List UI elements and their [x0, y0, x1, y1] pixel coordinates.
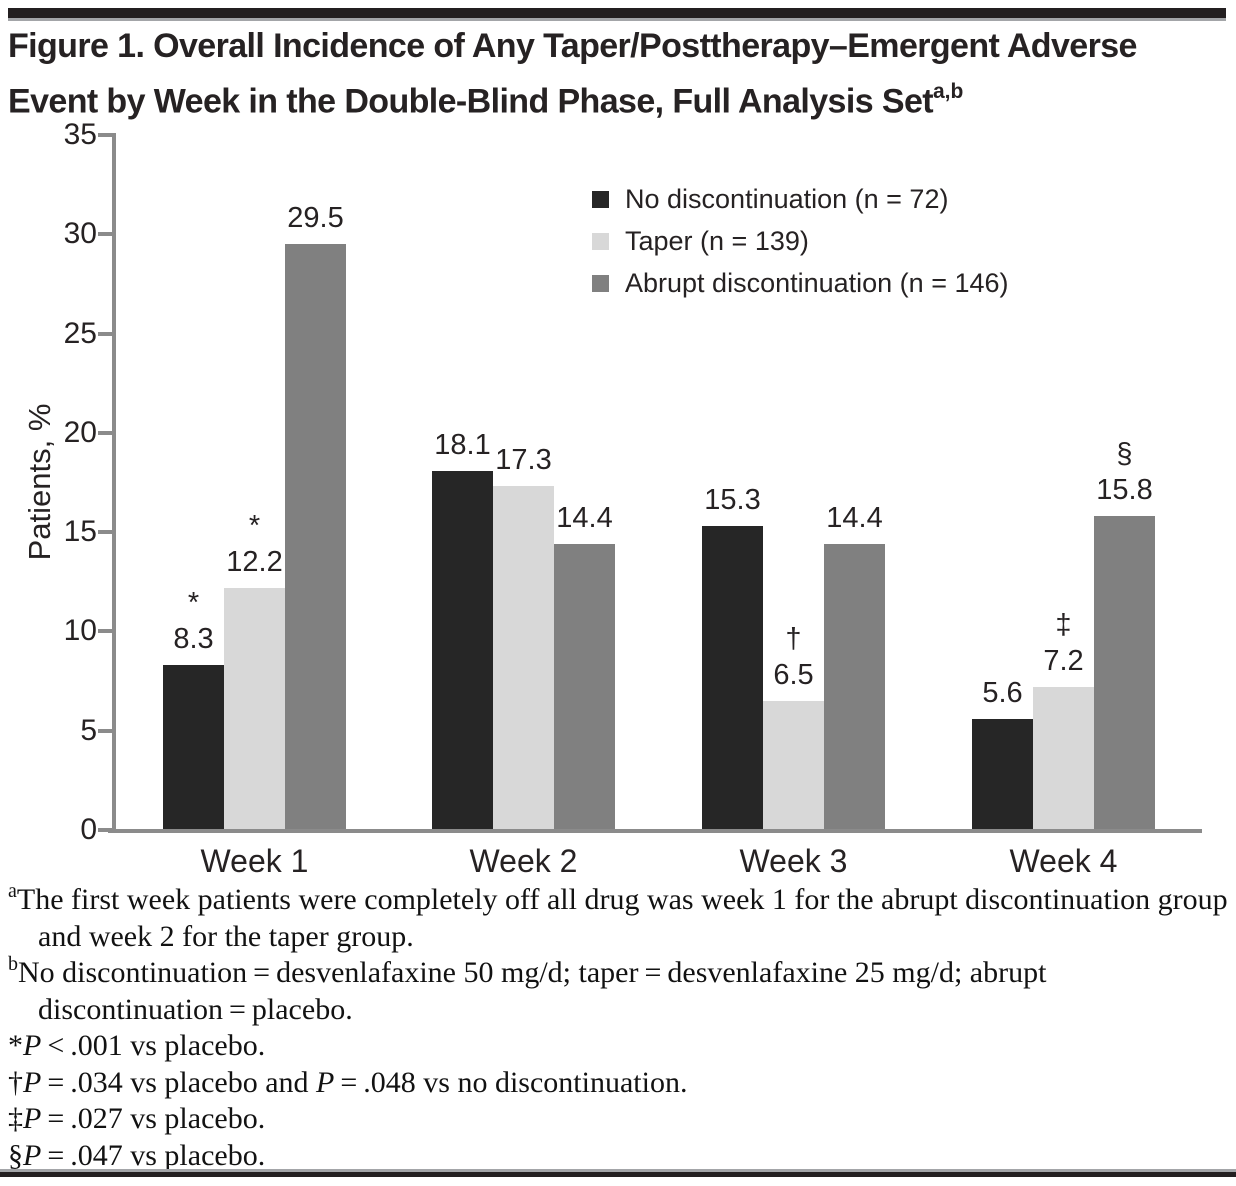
y-axis-title: Patients, % — [22, 403, 57, 561]
footnote-text: = .034 vs placebo and — [41, 1065, 317, 1099]
bar-week4-no-discontinuation — [972, 718, 1033, 830]
bar-week2-taper — [493, 486, 554, 830]
footnote-marker: b — [8, 953, 18, 975]
legend: No discontinuation (n = 72) Taper (n = 13… — [592, 178, 1009, 304]
y-tick — [98, 430, 112, 435]
bar-value-week2-taper: 17.3 — [495, 444, 552, 477]
bar-week1-no-discontinuation — [163, 665, 224, 830]
y-tick — [98, 232, 112, 237]
figure-title-line1: Figure 1. Overall Incidence of Any Taper… — [8, 27, 1137, 65]
bar-value-week1-no-discontinuation: 8.3 — [173, 623, 214, 656]
legend-swatch-abrupt-discontinuation — [592, 274, 609, 292]
x-axis-line — [108, 829, 1202, 833]
footnote-marker: † — [8, 1065, 23, 1099]
bar-value-week3-taper: 6.5 — [773, 658, 814, 691]
legend-item-taper: Taper (n = 139) — [592, 220, 1009, 262]
footnote-a: aThe first week patients were completely… — [8, 880, 1230, 955]
bar-week2-no-discontinuation — [432, 470, 493, 830]
top-rule — [8, 8, 1226, 18]
footnote-text: < .001 vs placebo. — [41, 1029, 266, 1062]
figure-title: Figure 1. Overall Incidence of Any Taper… — [8, 22, 1232, 125]
figure-title-line2: Event by Week in the Double-Blind Phase,… — [8, 82, 934, 121]
y-axis-line — [112, 133, 116, 833]
footnote-text: No discontinuation = desvenlafaxine 50 m… — [18, 956, 1047, 1026]
footnote-text: The first week patients were completely … — [16, 883, 1228, 953]
bar-week3-taper — [763, 700, 824, 830]
y-tick — [98, 331, 112, 336]
top-rule-shadow — [8, 18, 1226, 21]
bar-value-week4-abrupt-discontinuation: 15.8 — [1096, 474, 1153, 507]
footnote-italic-text: P — [23, 1065, 42, 1099]
legend-swatch-no-discontinuation — [592, 190, 609, 208]
y-tick-label: 25 — [63, 316, 97, 350]
y-tick-label: 20 — [63, 415, 97, 449]
figure-title-superscript: a,b — [932, 80, 964, 103]
bar-week4-taper — [1033, 687, 1094, 830]
bar-value-week4-no-discontinuation: 5.6 — [982, 676, 1023, 709]
bar-value-week1-abrupt-discontinuation: 29.5 — [287, 202, 344, 235]
y-tick — [98, 530, 112, 535]
y-tick-label: 30 — [63, 217, 97, 251]
y-tick — [98, 828, 112, 832]
bar-week3-no-discontinuation — [702, 526, 763, 830]
bar-week1-taper — [224, 587, 285, 830]
footnote-italic-text: P — [316, 1065, 335, 1099]
footnotes: aThe first week patients were completely… — [8, 880, 1230, 1175]
legend-item-abrupt-discontinuation: Abrupt discontinuation (n = 146) — [592, 262, 1009, 304]
bar-value-week1-taper: 12.2 — [226, 545, 283, 578]
bar-value-week3-no-discontinuation: 15.3 — [704, 484, 761, 517]
footnote-asterisk: *P < .001 vs placebo. — [8, 1028, 1230, 1065]
footnote-italic-text: P — [23, 1029, 42, 1062]
y-tick — [98, 629, 112, 634]
bottom-rule — [0, 1172, 1236, 1177]
footnote-double-dagger: ‡P = .027 vs placebo. — [8, 1101, 1230, 1138]
x-category-label-week2: Week 2 — [469, 843, 578, 879]
x-category-label-week4: Week 4 — [1009, 843, 1118, 879]
legend-label: Abrupt discontinuation (n = 146) — [625, 267, 1009, 298]
significance-marker-week4-taper: ‡ — [1055, 609, 1072, 642]
significance-marker-week1-no-discontinuation: * — [187, 587, 200, 620]
y-tick-label: 35 — [63, 118, 97, 151]
footnote-italic-text: P — [23, 1138, 42, 1172]
x-category-label-week3: Week 3 — [739, 843, 848, 879]
footnote-section: §P = .047 vs placebo. — [8, 1138, 1230, 1175]
footnote-marker: ‡ — [8, 1102, 23, 1135]
significance-marker-week3-taper: † — [785, 622, 802, 655]
significance-marker-week1-taper: * — [248, 509, 261, 542]
y-tick-label: 10 — [63, 614, 97, 648]
bar-value-week3-abrupt-discontinuation: 14.4 — [826, 502, 883, 535]
legend-swatch-taper — [592, 232, 609, 250]
y-tick-label: 5 — [80, 713, 97, 747]
footnote-text: = .027 vs placebo. — [41, 1102, 266, 1135]
bar-value-week4-taper: 7.2 — [1043, 645, 1084, 678]
footnote-b: bNo discontinuation = desvenlafaxine 50 … — [8, 953, 1230, 1028]
y-tick-label: 15 — [63, 515, 97, 549]
footnote-text: = .048 vs no discontinuation. — [334, 1065, 688, 1099]
y-tick-label: 0 — [80, 813, 97, 846]
bar-week1-abrupt-discontinuation — [285, 244, 346, 830]
footnote-italic-text: P — [23, 1102, 42, 1135]
bar-value-week2-no-discontinuation: 18.1 — [434, 428, 491, 461]
x-category-label-week1: Week 1 — [200, 843, 309, 879]
footnote-marker: * — [8, 1029, 23, 1062]
legend-label: Taper (n = 139) — [625, 225, 809, 256]
significance-marker-week4-abrupt-discontinuation: § — [1116, 438, 1133, 471]
bottom-rule-shadow — [0, 1169, 1236, 1172]
footnote-text: = .047 vs placebo. — [41, 1138, 266, 1172]
legend-label: No discontinuation (n = 72) — [625, 183, 949, 214]
bar-week4-abrupt-discontinuation — [1094, 516, 1155, 830]
y-tick — [98, 133, 112, 137]
bar-week2-abrupt-discontinuation — [554, 544, 615, 830]
y-tick — [98, 728, 112, 733]
footnote-dagger: †P = .034 vs placebo and P = .048 vs no … — [8, 1065, 1230, 1102]
bar-week3-abrupt-discontinuation — [824, 544, 885, 830]
bar-value-week2-abrupt-discontinuation: 14.4 — [556, 502, 613, 535]
footnote-marker: § — [8, 1138, 23, 1172]
legend-item-no-discontinuation: No discontinuation (n = 72) — [592, 178, 1009, 220]
footnote-marker: a — [8, 880, 17, 902]
